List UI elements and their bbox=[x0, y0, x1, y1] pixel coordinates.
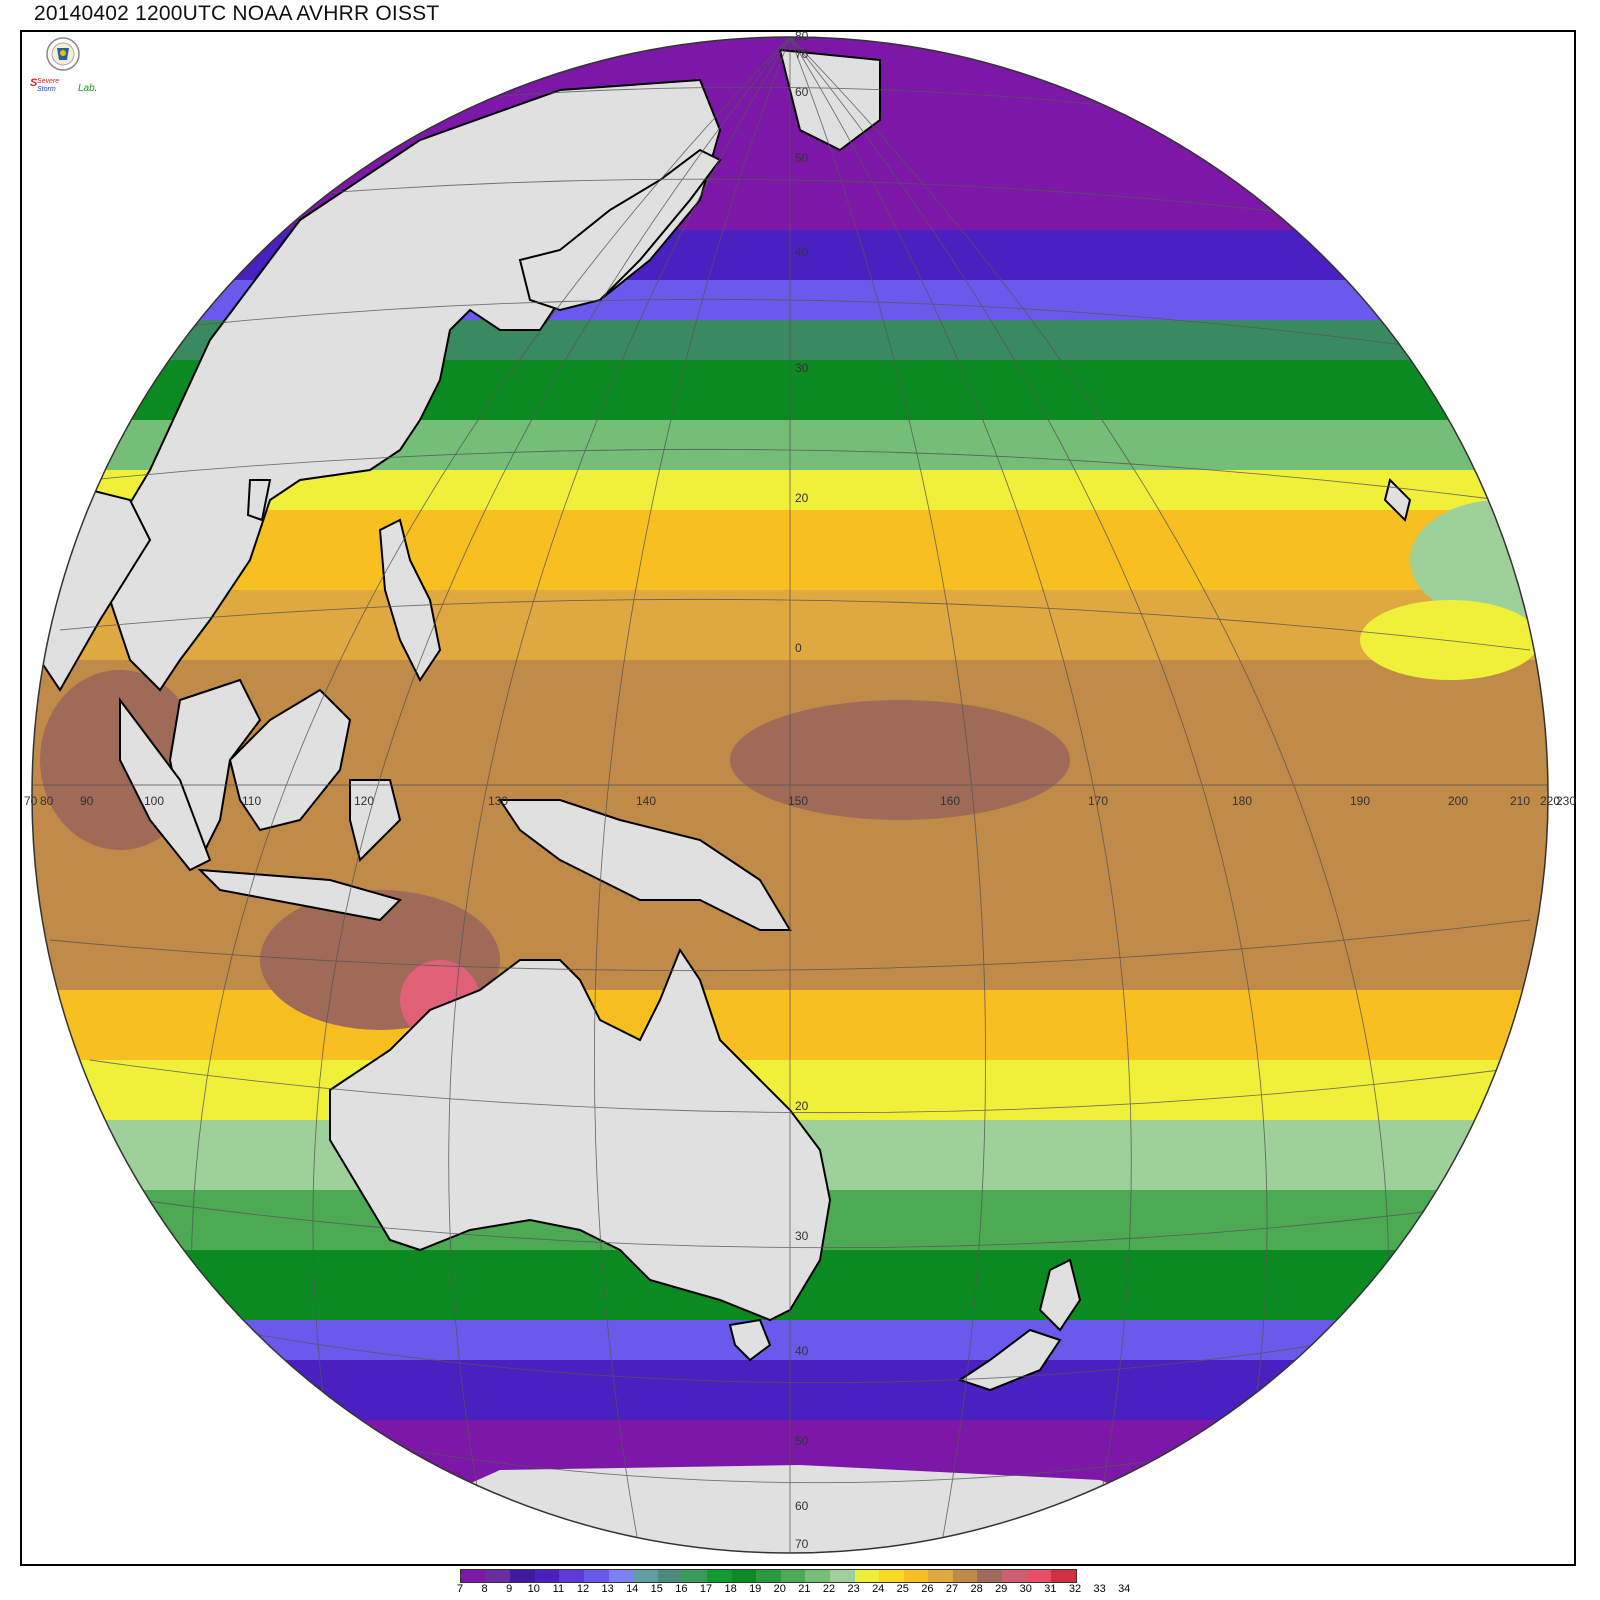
colorbar-tick-label: 31 bbox=[1044, 1583, 1057, 1595]
colorbar-tick-label: 33 bbox=[1093, 1583, 1106, 1595]
lat-label: 40 bbox=[795, 245, 809, 259]
lat-label: 0 bbox=[795, 641, 802, 655]
lon-label: 110 bbox=[242, 794, 261, 808]
lat-label: 30 bbox=[795, 361, 809, 375]
colorbar-tick-label: 19 bbox=[749, 1583, 762, 1595]
longitude-labels: 70 80 90 100 110 120 130 140 150 160 170… bbox=[24, 794, 1576, 808]
colorbar-tick-label: 20 bbox=[773, 1583, 786, 1595]
lat-label: 50 bbox=[795, 1434, 809, 1448]
colorbar-tick-label: 27 bbox=[945, 1583, 959, 1595]
colorbar-swatch bbox=[829, 1570, 855, 1582]
colorbar-swatch bbox=[461, 1570, 486, 1582]
logo-severe: Severe bbox=[37, 78, 59, 85]
lon-label: 170 bbox=[1088, 794, 1108, 808]
colorbar-tick-label: 24 bbox=[872, 1583, 885, 1595]
colorbar bbox=[460, 1569, 1077, 1583]
colorbar-tick-label: 32 bbox=[1068, 1583, 1082, 1595]
colorbar-swatch bbox=[928, 1570, 953, 1582]
colorbar-swatch bbox=[1051, 1570, 1076, 1582]
colorbar-tick-label: 16 bbox=[675, 1583, 688, 1595]
colorbar-tick-label: 25 bbox=[896, 1583, 909, 1595]
lon-label: 220 bbox=[1540, 794, 1560, 808]
lon-label: 200 bbox=[1448, 794, 1468, 808]
lat-label: 60 bbox=[795, 1499, 809, 1513]
colorbar-tick-label: 13 bbox=[601, 1583, 614, 1595]
colorbar-swatch bbox=[706, 1570, 732, 1582]
colorbar-tick-label: 28 bbox=[970, 1583, 983, 1595]
lon-label: 160 bbox=[940, 794, 960, 808]
colorbar-swatch bbox=[510, 1570, 535, 1582]
colorbar-swatch bbox=[854, 1570, 880, 1582]
colorbar-swatch bbox=[485, 1570, 511, 1582]
lat-label: 40 bbox=[795, 1344, 809, 1358]
lat-label: 50 bbox=[795, 151, 809, 165]
colorbar-tick-label: 8 bbox=[481, 1583, 488, 1595]
lat-label: 70 bbox=[795, 47, 809, 61]
map-title: 20140402 1200UTC NOAA AVHRR OISST bbox=[34, 2, 440, 25]
colorbar-swatch bbox=[903, 1570, 929, 1582]
colorbar-tick-label: 7 bbox=[456, 1583, 464, 1595]
colorbar-tick-label: 22 bbox=[822, 1583, 836, 1595]
colorbar-tick-label: 10 bbox=[527, 1583, 540, 1595]
colorbar-swatch bbox=[1002, 1570, 1027, 1582]
lon-label: 230 bbox=[1556, 794, 1576, 808]
colorbar-swatch bbox=[583, 1570, 609, 1582]
lon-label: 130 bbox=[488, 794, 508, 808]
lat-label: 70 bbox=[795, 1537, 809, 1551]
lat-label: 20 bbox=[795, 491, 809, 505]
colorbar-tick-label: 15 bbox=[650, 1583, 663, 1595]
colorbar-swatch bbox=[977, 1570, 1003, 1582]
colorbar-tick-label: 18 bbox=[724, 1583, 737, 1595]
colorbar-swatch bbox=[559, 1570, 584, 1582]
lon-label: 120 bbox=[354, 794, 374, 808]
lon-label: 80 bbox=[40, 794, 54, 808]
colorbar-tick-label: 21 bbox=[798, 1583, 811, 1595]
latitude-labels: 80 70 60 50 40 30 20 0 20 30 40 50 60 70 bbox=[795, 29, 809, 1551]
colorbar-tick-label: 14 bbox=[626, 1583, 639, 1595]
colorbar-tick-label: 34 bbox=[1118, 1583, 1131, 1595]
colorbar-swatch bbox=[534, 1570, 560, 1582]
colorbar-tick-label: 30 bbox=[1019, 1583, 1032, 1595]
colorbar-swatch bbox=[756, 1570, 781, 1582]
lat-label: 20 bbox=[795, 1099, 809, 1113]
logo-storm: Storm bbox=[37, 86, 56, 93]
colorbar-tick-label: 23 bbox=[847, 1583, 860, 1595]
lon-label: 70 bbox=[24, 794, 38, 808]
colorbar-tick-label: 11 bbox=[552, 1583, 565, 1595]
colorbar-swatch bbox=[805, 1570, 830, 1582]
colorbar-labels: 7 8 9 10 11 12 13 14 15 16 17 18 19 20 21 22 23 24 25 26 27 2… bbox=[440, 1583, 1160, 1599]
colorbar-swatch bbox=[682, 1570, 707, 1582]
colorbar-tick-label: 26 bbox=[921, 1583, 934, 1595]
colorbar-swatch bbox=[608, 1570, 634, 1582]
colorbar-swatch bbox=[657, 1570, 683, 1582]
colorbar-swatch bbox=[1026, 1570, 1052, 1582]
colorbar-swatch bbox=[731, 1570, 757, 1582]
lat-label: 60 bbox=[795, 85, 809, 99]
lat-label: 30 bbox=[795, 1229, 809, 1243]
colorbar-tick-label: 12 bbox=[576, 1583, 590, 1595]
severe-storm-lab-logo: S Severe Storm Lab. bbox=[30, 37, 97, 94]
colorbar-tick-label: 9 bbox=[506, 1583, 513, 1595]
colorbar-swatch bbox=[633, 1570, 658, 1582]
lon-label: 90 bbox=[80, 794, 94, 808]
colorbar-swatch bbox=[952, 1570, 978, 1582]
lon-label: 140 bbox=[636, 794, 656, 808]
map-frame bbox=[20, 30, 1576, 1566]
lon-label: 100 bbox=[144, 794, 164, 808]
logo-lab: Lab. bbox=[78, 83, 97, 94]
colorbar-tick-label: 29 bbox=[995, 1583, 1008, 1595]
svg-text:S: S bbox=[30, 77, 38, 89]
lon-label: 210 bbox=[1510, 794, 1530, 808]
lat-label: 80 bbox=[795, 29, 809, 43]
lon-label: 150 bbox=[788, 794, 808, 808]
colorbar-swatch bbox=[780, 1570, 806, 1582]
lon-label: 180 bbox=[1232, 794, 1252, 808]
colorbar-tick-label: 17 bbox=[699, 1583, 713, 1595]
lon-label: 190 bbox=[1350, 794, 1370, 808]
colorbar-swatch bbox=[879, 1570, 904, 1582]
